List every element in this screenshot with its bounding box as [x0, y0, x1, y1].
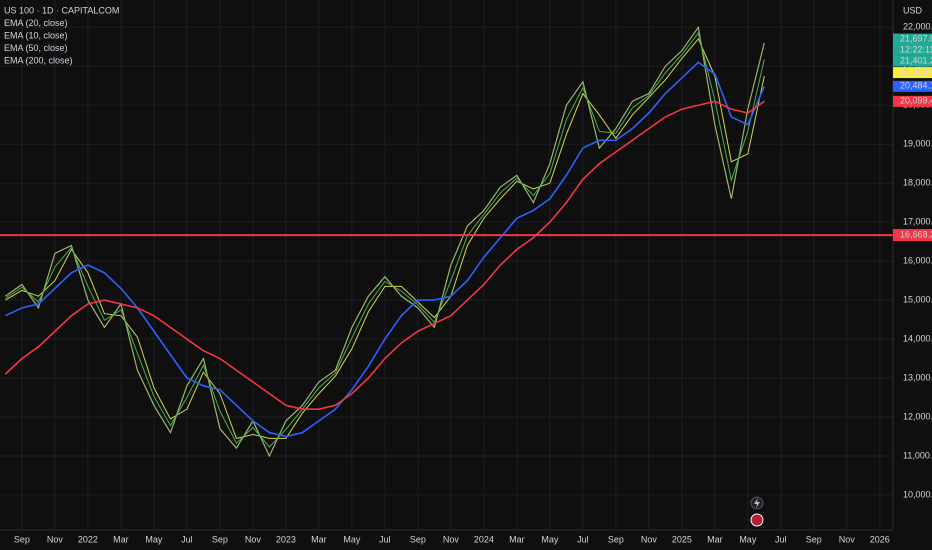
price-tag: [893, 229, 932, 242]
series-line: [5, 61, 766, 438]
series-line: [5, 38, 765, 440]
y-tick-label: 14,000.0: [903, 333, 932, 343]
y-tick-label: 11,000.0: [903, 450, 932, 460]
x-tick-label: May: [343, 534, 361, 544]
x-tick-label: 2025: [672, 534, 692, 544]
x-tick-label: Nov: [443, 534, 460, 544]
price-tag: [893, 55, 932, 67]
y-tick-label: 19,000.0: [903, 139, 932, 149]
x-tick-label: Sep: [14, 534, 30, 544]
legend: EMA (20, close) EMA (10, close) EMA (50, c…: [4, 18, 73, 66]
x-tick-label: Mar: [509, 534, 525, 544]
x-tick-label: 2026: [870, 534, 890, 544]
x-tick-label: Sep: [806, 534, 822, 544]
y-tick-label: 12,000.0: [903, 411, 932, 421]
x-tick-label: Mar: [311, 534, 327, 544]
y-tick-label: 10,000.0: [903, 489, 932, 499]
y-tick-label: 15,000.0: [903, 294, 932, 304]
legend-entry: EMA (10, close): [4, 30, 68, 40]
currency: USD: [903, 5, 923, 15]
x-tick-label: May: [541, 534, 559, 544]
grid: [0, 0, 893, 530]
x-tick-label: Jul: [379, 534, 391, 544]
plot: [0, 25, 893, 458]
x-tick-label: Nov: [641, 534, 658, 544]
price-tag: [893, 67, 932, 79]
legend-entry: EMA (200, close): [4, 55, 73, 65]
y-tick-label: 22,000.0: [903, 22, 932, 32]
x-tick-label: Sep: [608, 534, 624, 544]
y-tick-label: 16,000.0: [903, 255, 932, 265]
x-tick-label: Nov: [47, 534, 64, 544]
x-tick-label: Jul: [181, 534, 193, 544]
y-tick-label: 18,000.0: [903, 178, 932, 188]
price-tag: [893, 33, 932, 56]
price-tag-label: 21,401.2: [900, 55, 932, 65]
axis: 10,000.0 11,000.0 12,000.0 13,000.0 14,000.0…: [14, 22, 932, 544]
series-line: [5, 31, 765, 448]
x-tick-label: 2023: [276, 534, 296, 544]
price-tag: [893, 95, 932, 107]
price-tag-label: 21,697.0: [900, 33, 932, 43]
price-tag-label: 20,484.1: [900, 81, 932, 91]
series-line: [5, 25, 765, 458]
y-tick-label: 17,000.0: [903, 217, 932, 227]
x-tick-label: Mar: [707, 534, 723, 544]
x-tick-label: 2024: [474, 534, 494, 544]
price-tag-label: 20,099.4: [900, 96, 932, 106]
y-tick-label: 13,000.0: [903, 372, 932, 382]
series-line: [4, 100, 765, 410]
x-tick-label: Nov: [245, 534, 262, 544]
event-icon-glyph: [754, 498, 760, 508]
countdown: 12:22:11: [900, 44, 932, 54]
chart-title: US 100 · 1D · CAPITALCOM: [4, 5, 119, 15]
x-tick-label: Sep: [410, 534, 426, 544]
x-tick-label: May: [145, 534, 163, 544]
x-tick-label: Jul: [775, 534, 787, 544]
x-tick-label: Nov: [839, 534, 856, 544]
price-tag: [893, 80, 932, 92]
x-tick-label: 2022: [78, 534, 98, 544]
x-tick-label: Mar: [113, 534, 129, 544]
x-tick-label: Jul: [577, 534, 589, 544]
legend-entry: EMA (50, close): [4, 43, 68, 53]
price-tag-label: 16,668.2: [900, 229, 932, 239]
flag-icon[interactable]: [750, 513, 764, 527]
x-tick-label: Sep: [212, 534, 228, 544]
price-tag-label: 21,063.4: [900, 67, 932, 77]
legend-entry: EMA (20, close): [4, 18, 68, 28]
x-tick-label: May: [739, 534, 757, 544]
